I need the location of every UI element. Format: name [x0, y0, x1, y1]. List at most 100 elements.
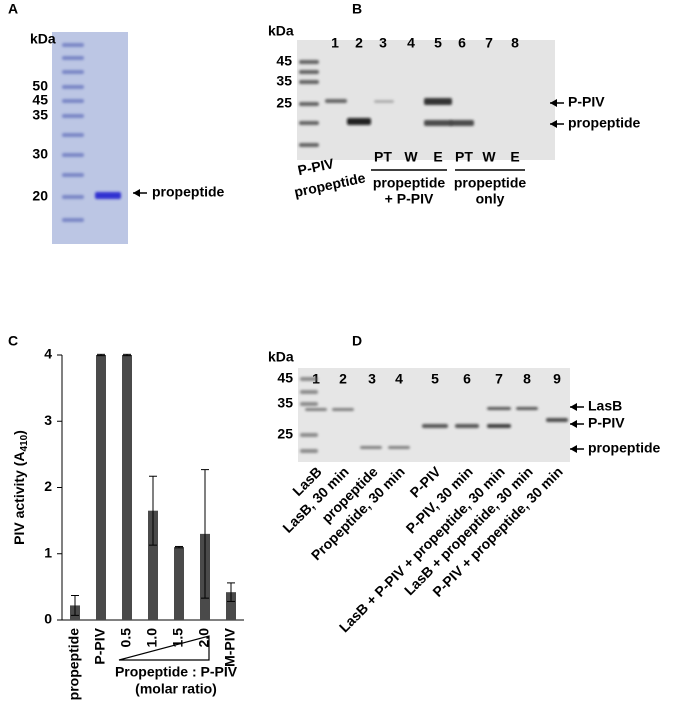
marker-label: 45 — [277, 370, 293, 386]
gel-band — [422, 424, 448, 428]
fraction-label: E — [433, 149, 442, 165]
y-tick-label: 4 — [44, 346, 52, 362]
group-label: propeptide — [454, 175, 527, 191]
bar — [122, 355, 132, 620]
gel-band — [299, 70, 319, 74]
marker-label: 20 — [32, 188, 48, 204]
panel-label: D — [352, 333, 362, 349]
unit-label: kDa — [268, 23, 294, 39]
gel-band — [299, 80, 319, 84]
marker-label: 30 — [32, 146, 48, 162]
x-tick-label: M-PIV — [222, 627, 238, 667]
gel-band — [62, 70, 84, 74]
gel-band — [299, 121, 319, 125]
gel-band — [300, 433, 318, 437]
gel-band — [62, 195, 84, 199]
gel-d — [298, 368, 570, 462]
fraction-label: W — [482, 149, 496, 165]
gel-band — [455, 424, 479, 428]
gel-band — [305, 408, 327, 411]
gel-band — [516, 407, 538, 410]
error-bar — [123, 353, 131, 357]
gel-band — [300, 377, 318, 381]
gel-band — [62, 85, 84, 89]
band-label: propeptide — [152, 184, 225, 200]
fraction-label: PT — [455, 149, 473, 165]
gel-band — [546, 418, 568, 422]
marker-label: 45 — [276, 53, 292, 69]
unit-label: kDa — [268, 349, 294, 365]
gel-band — [62, 114, 84, 118]
x-tick-label: P-PIV — [92, 627, 108, 664]
group-label: propeptide — [373, 175, 446, 191]
error-bar — [149, 475, 157, 546]
gel-band — [62, 133, 84, 137]
x-axis-label: Propeptide : P-PIV — [115, 664, 238, 680]
y-tick-label: 0 — [44, 611, 52, 627]
lane-number: 7 — [485, 35, 493, 51]
lane-number: 1 — [331, 35, 339, 51]
band-label: P-PIV — [588, 415, 625, 431]
group-label: only — [476, 191, 505, 207]
band-label: propeptide — [568, 115, 641, 131]
arrow-head — [570, 403, 577, 411]
y-tick-label: 1 — [44, 544, 52, 560]
gel-band — [424, 120, 452, 126]
arrow-head — [133, 189, 140, 197]
bar — [148, 510, 158, 620]
gel-band — [299, 60, 319, 64]
marker-label: 35 — [277, 395, 293, 411]
gel-band — [388, 446, 410, 449]
gel-band — [487, 424, 511, 428]
lane-number: 9 — [553, 371, 561, 387]
gel-band — [62, 56, 84, 60]
bar — [96, 355, 106, 620]
y-axis-label: PIV activity (A410) — [11, 430, 30, 545]
band-label: propeptide — [588, 440, 661, 456]
unit-label: kDa — [30, 31, 56, 47]
fraction-label: W — [404, 149, 418, 165]
lane-number: 6 — [463, 371, 471, 387]
marker-label: 35 — [32, 107, 48, 123]
y-label-sub: 410 — [19, 434, 30, 451]
band-label: P-PIV — [568, 94, 605, 110]
gel-band — [62, 43, 84, 47]
error-bar — [97, 353, 105, 357]
lane-number: 8 — [523, 371, 531, 387]
lane-number: 5 — [431, 371, 439, 387]
band-label: LasB — [588, 398, 622, 414]
arrow-head — [570, 445, 577, 453]
lane-number: 2 — [339, 371, 347, 387]
arrow-head — [550, 99, 557, 107]
ratio-triangle — [118, 635, 210, 661]
gel-band — [62, 153, 84, 157]
arrow-head — [550, 120, 557, 128]
x-tick-label: propeptide — [66, 628, 82, 701]
gel-a — [52, 32, 128, 244]
x-tick-label: 1.0 — [144, 628, 160, 648]
y-tick-label: 2 — [44, 478, 52, 494]
lane-number: 3 — [368, 371, 376, 387]
lane-number: 8 — [511, 35, 519, 51]
gel-band — [374, 100, 394, 103]
gel-band — [332, 408, 354, 411]
fraction-label: PT — [374, 149, 392, 165]
lane-number: 7 — [495, 371, 503, 387]
panel-label: C — [8, 333, 18, 349]
bar — [226, 592, 236, 620]
lane-number: 4 — [407, 35, 415, 51]
marker-label: 50 — [32, 78, 48, 94]
y-label-end: ) — [11, 430, 27, 435]
group-label: + P-PIV — [385, 191, 434, 207]
error-bar — [227, 582, 235, 602]
gel-band — [299, 143, 319, 147]
gel-band — [360, 446, 382, 449]
lane-number: 2 — [355, 35, 363, 51]
error-bar — [175, 545, 183, 549]
panel-label: B — [352, 1, 362, 17]
lane-number: 6 — [458, 35, 466, 51]
lane-number: 5 — [434, 35, 442, 51]
panel-label: A — [8, 1, 18, 17]
gel-band — [62, 99, 84, 103]
